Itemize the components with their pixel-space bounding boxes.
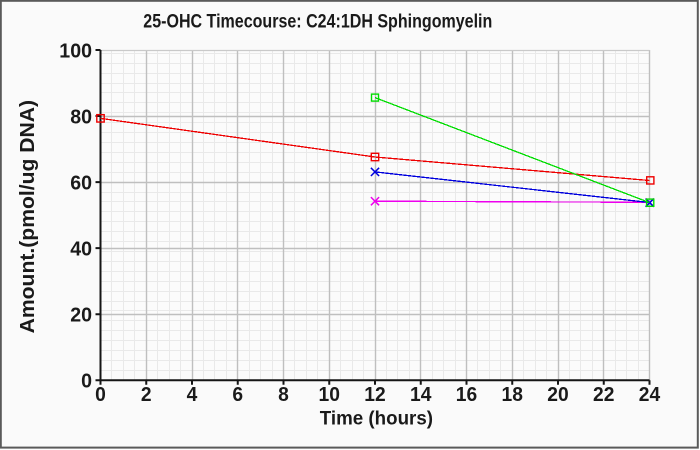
- svg-text:8: 8: [278, 384, 289, 406]
- svg-text:12: 12: [364, 384, 385, 406]
- svg-text:16: 16: [456, 384, 477, 406]
- svg-text:20: 20: [547, 384, 568, 406]
- svg-text:22: 22: [593, 384, 614, 406]
- svg-text:14: 14: [410, 384, 432, 406]
- svg-text:20: 20: [70, 305, 92, 327]
- svg-text:100: 100: [59, 40, 92, 62]
- svg-text:Amount.(pmol/ug DNA): Amount.(pmol/ug DNA): [17, 100, 39, 334]
- svg-text:4: 4: [187, 384, 199, 406]
- svg-text:0: 0: [95, 384, 106, 406]
- svg-text:24: 24: [639, 384, 661, 406]
- svg-text:10: 10: [319, 384, 340, 406]
- svg-text:2: 2: [141, 384, 152, 406]
- svg-text:Time (hours): Time (hours): [320, 408, 433, 430]
- svg-text:25-OHC Timecourse: C24:1DH Sph: 25-OHC Timecourse: C24:1DH Sphingomyelin: [143, 12, 492, 33]
- svg-text:0: 0: [81, 371, 92, 393]
- svg-text:80: 80: [70, 106, 92, 128]
- svg-text:18: 18: [502, 384, 523, 406]
- svg-text:40: 40: [70, 238, 92, 260]
- svg-text:60: 60: [70, 172, 92, 194]
- svg-text:6: 6: [232, 384, 243, 406]
